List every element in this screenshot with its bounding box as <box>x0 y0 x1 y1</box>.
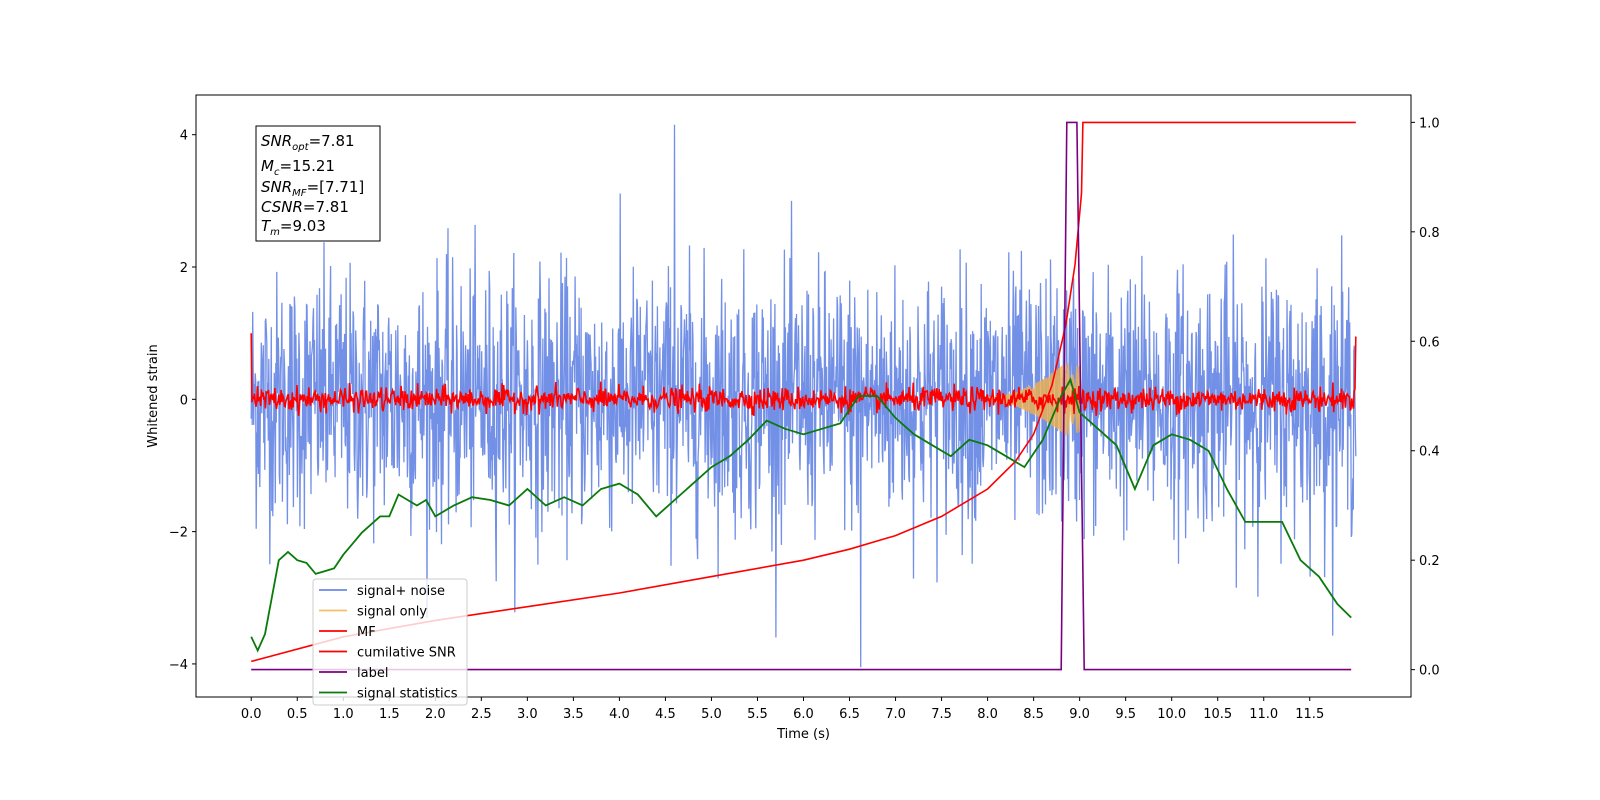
x-tick-label: 1.0 <box>333 707 354 722</box>
stats-annotation-box: SNRopt=7.81 Mc=15.21 SNRMF=[7.71] CSNR=7… <box>255 125 381 242</box>
x-tick-label: 11.5 <box>1295 707 1324 722</box>
x-tick-label: 8.0 <box>977 707 998 722</box>
annotation-mc: Mc=15.21 <box>261 157 335 178</box>
x-tick-label: 11.0 <box>1249 707 1278 722</box>
series-cumulative-snr <box>250 121 1356 663</box>
x-axis-label: Time (s) <box>776 727 830 742</box>
series-signal-noise <box>250 124 1357 668</box>
y-tick-label: −4 <box>169 658 188 673</box>
y-tick-label: 4 <box>180 129 188 144</box>
x-tick-label: 6.0 <box>793 707 814 722</box>
x-tick-label: 7.5 <box>931 707 952 722</box>
x-tick-label: 8.5 <box>1023 707 1044 722</box>
x-tick-label: 5.0 <box>701 707 722 722</box>
y-axis-right: 1.0 0.8 0.6 0.4 0.2 0.0 <box>1411 116 1440 679</box>
y2-tick-label: 0.6 <box>1419 335 1440 350</box>
series-mf <box>250 333 1357 416</box>
x-tick-label: 2.5 <box>471 707 492 722</box>
y2-tick-label: 0.4 <box>1419 445 1440 460</box>
series-label <box>251 121 1352 671</box>
y-axis-left: 4 2 0 −2 −4 <box>169 129 196 673</box>
y2-tick-label: 0.0 <box>1419 664 1440 679</box>
series-signal-statistics <box>250 377 1352 653</box>
x-tick-label: 4.0 <box>609 707 630 722</box>
x-tick-label: 2.0 <box>425 707 446 722</box>
series-layer <box>250 121 1357 671</box>
y-tick-label: −2 <box>169 526 188 541</box>
legend-entry-label: MF <box>357 625 376 640</box>
x-tick-label: 1.5 <box>379 707 400 722</box>
y-axis-label: Whitened strain <box>146 344 161 447</box>
x-tick-label: 9.5 <box>1115 707 1136 722</box>
y2-tick-label: 0.8 <box>1419 226 1440 241</box>
x-axis: 0.0 0.5 1.0 1.5 2.0 2.5 3.0 3.5 4.0 4.5 5.0 5.5 6.0 6… <box>241 697 1324 722</box>
series-signal-only <box>987 363 1083 436</box>
x-tick-label: 10.0 <box>1157 707 1186 722</box>
x-tick-label: 3.0 <box>517 707 538 722</box>
legend-entry-label: signal statistics <box>357 687 458 702</box>
y2-tick-label: 1.0 <box>1419 116 1440 131</box>
x-tick-label: 5.5 <box>747 707 768 722</box>
x-tick-label: 4.5 <box>655 707 676 722</box>
x-tick-label: 0.0 <box>241 707 262 722</box>
x-tick-label: 10.5 <box>1203 707 1232 722</box>
legend-entry-label: label <box>357 666 388 681</box>
legend-entry-label: signal+ noise <box>357 584 445 599</box>
x-tick-label: 9.0 <box>1069 707 1090 722</box>
legend-entry-label: signal only <box>357 605 427 620</box>
annotation-csnr: CSNR=7.81 <box>261 198 349 216</box>
y-tick-label: 2 <box>180 261 188 276</box>
annotation-tm: Tm=9.03 <box>261 217 326 238</box>
annotation-snr-mf: SNRMF=[7.71] <box>261 178 364 199</box>
legend-entry-label: cumilative SNR <box>357 646 456 661</box>
y2-tick-label: 0.2 <box>1419 554 1440 569</box>
x-tick-label: 7.0 <box>885 707 906 722</box>
x-tick-label: 0.5 <box>287 707 308 722</box>
x-tick-label: 3.5 <box>563 707 584 722</box>
legend: signal+ noise signal only MF cumilative SNR… <box>312 578 468 706</box>
x-tick-label: 6.5 <box>839 707 860 722</box>
y-tick-label: 0 <box>180 393 188 408</box>
legend-box <box>312 578 468 706</box>
annotation-snr-opt: SNRopt=7.81 <box>261 132 355 153</box>
